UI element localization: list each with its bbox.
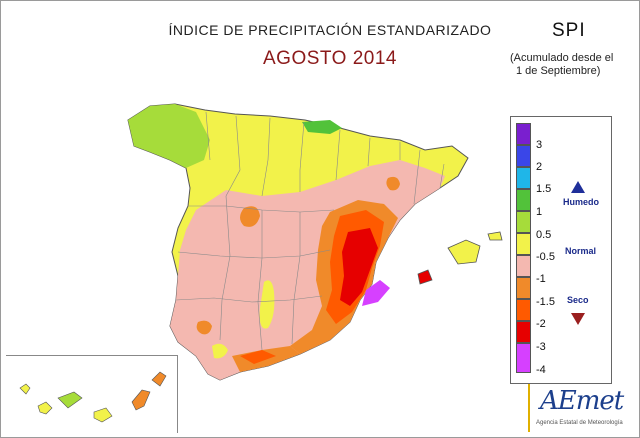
legend-label: -3: [536, 341, 546, 353]
logo-tagline: Agencia Estatal de Meteorología: [536, 420, 623, 426]
zone-north-green: [302, 120, 342, 134]
legend-label: 0.5: [536, 229, 552, 241]
map-subtitle: AGOSTO 2014: [263, 48, 397, 69]
canary-1: [19, 383, 31, 395]
accumulation-note-line1: (Acumulado desde el: [510, 52, 614, 64]
legend-swatch-1: [516, 189, 531, 211]
island-ibiza: [417, 269, 433, 285]
legend-label: 2: [536, 161, 543, 173]
map-title: ÍNDICE DE PRECIPITACIÓN ESTANDARIZADO: [168, 22, 492, 38]
spot-yellow-1: [259, 280, 275, 329]
legend-swatch-normal: [516, 233, 531, 255]
island-mallorca: [447, 239, 481, 265]
zone-northwest-green: [128, 104, 210, 168]
zone-redorange-south: [240, 350, 276, 364]
humid-arrow-icon: [571, 181, 585, 193]
canary-5: [131, 389, 151, 411]
legend-swatch-m0-5: [516, 255, 531, 277]
legend-label: -4: [536, 364, 546, 376]
legend-swatch-m3: [516, 343, 531, 373]
legend-label: 3: [536, 139, 543, 151]
legend-swatch-3: [516, 123, 531, 145]
spot-orange-center: [240, 206, 260, 227]
index-label: SPI: [552, 20, 586, 41]
island-menorca: [487, 231, 503, 241]
zone-violet: [362, 280, 390, 306]
legend-swatch-m1: [516, 277, 531, 299]
legend-label: -2: [536, 318, 546, 330]
accumulation-note-line2: 1 de Septiembre): [516, 65, 601, 77]
spot-yellow-2: [212, 343, 228, 359]
spi-legend: 3 2 1.5 1 0.5 -0.5 -1 -1.5 -2 -3 -4 Hume…: [510, 116, 612, 384]
aemet-logo: AEmet Agencia Estatal de Meteorología: [528, 384, 636, 434]
legend-normal-label: Normal: [565, 246, 597, 256]
legend-swatch-m1-5: [516, 299, 531, 321]
legend-swatch-2: [516, 145, 531, 167]
canary-6: [151, 371, 167, 387]
legend-label: -0.5: [536, 251, 555, 263]
logo-bar: [528, 384, 530, 432]
canary-inset-border: [6, 355, 178, 433]
legend-label: 1: [536, 206, 543, 218]
canary-3: [57, 391, 83, 409]
zone-red: [340, 228, 378, 306]
legend-humid-label: Humedo: [563, 197, 599, 207]
canary-2: [37, 401, 53, 415]
legend-label: -1.5: [536, 296, 555, 308]
legend-dry-label: Seco: [567, 295, 589, 305]
spot-orange-south: [196, 320, 212, 335]
logo-wordmark: AEmet: [540, 386, 624, 416]
province-boundaries: [175, 111, 445, 351]
spot-orange-north: [386, 176, 400, 191]
legend-swatch-m2: [516, 321, 531, 343]
legend-swatch-1-5: [516, 167, 531, 189]
canary-4: [93, 407, 113, 423]
legend-label: -1: [536, 273, 546, 285]
legend-label: 1.5: [536, 183, 552, 195]
dry-arrow-icon: [571, 313, 585, 325]
legend-swatch-0-5: [516, 211, 531, 233]
